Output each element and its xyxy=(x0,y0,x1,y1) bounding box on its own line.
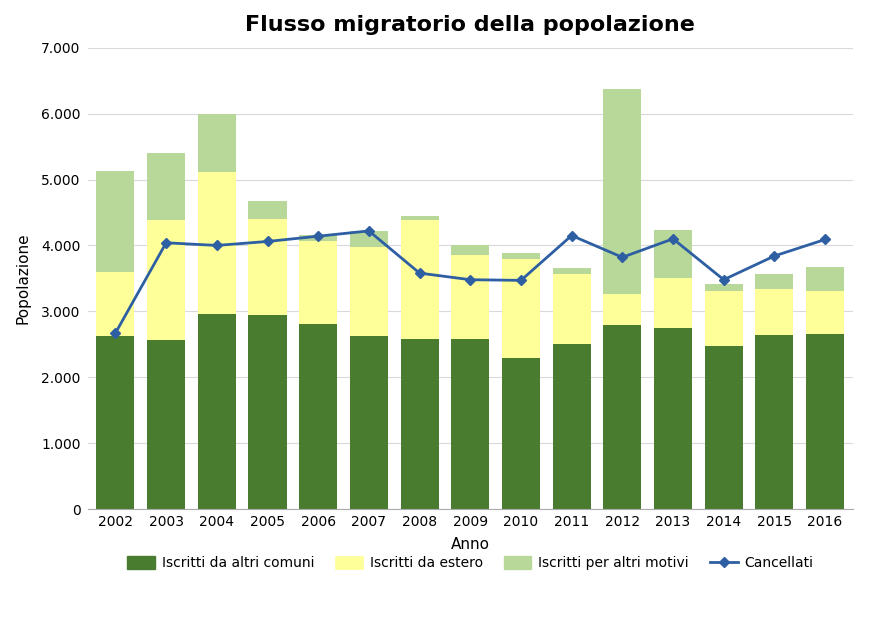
Bar xyxy=(654,278,692,328)
Cancellati xyxy=(262,238,273,246)
Bar xyxy=(806,267,844,291)
Bar xyxy=(502,358,540,509)
Cancellati xyxy=(567,231,577,239)
Bar xyxy=(350,247,388,337)
Bar xyxy=(603,294,641,325)
Bar xyxy=(755,335,794,509)
Bar xyxy=(603,89,641,294)
X-axis label: Anno: Anno xyxy=(451,537,489,552)
Cancellati xyxy=(516,276,526,284)
Bar xyxy=(248,201,287,219)
Bar xyxy=(248,315,287,509)
Cancellati xyxy=(465,276,475,283)
Cancellati xyxy=(667,235,678,243)
Bar xyxy=(96,272,134,337)
Legend: Iscritti da altri comuni, Iscritti da estero, Iscritti per altri motivi, Cancell: Iscritti da altri comuni, Iscritti da es… xyxy=(121,551,819,576)
Y-axis label: Popolazione: Popolazione xyxy=(15,233,30,324)
Bar xyxy=(654,328,692,509)
Bar xyxy=(401,217,438,221)
Cancellati xyxy=(769,252,780,260)
Cancellati xyxy=(211,242,222,249)
Cancellati xyxy=(617,253,628,261)
Bar xyxy=(553,344,590,509)
Bar xyxy=(198,114,236,172)
Bar xyxy=(806,291,844,335)
Title: Flusso migratorio della popolazione: Flusso migratorio della popolazione xyxy=(246,15,695,35)
Bar xyxy=(96,171,134,272)
Bar xyxy=(401,221,438,339)
Bar xyxy=(603,325,641,509)
Bar xyxy=(350,231,388,247)
Bar xyxy=(452,339,489,509)
Bar xyxy=(502,253,540,258)
Bar xyxy=(755,289,794,335)
Bar xyxy=(806,335,844,509)
Bar xyxy=(198,314,236,509)
Bar xyxy=(147,340,185,509)
Cancellati xyxy=(820,236,831,244)
Bar xyxy=(299,324,337,509)
Cancellati xyxy=(111,329,121,337)
Bar xyxy=(705,346,743,509)
Bar xyxy=(350,337,388,509)
Bar xyxy=(553,274,590,344)
Cancellati xyxy=(718,276,729,283)
Bar xyxy=(654,230,692,278)
Bar xyxy=(705,284,743,291)
Bar xyxy=(401,339,438,509)
Bar xyxy=(147,153,185,221)
Bar xyxy=(248,219,287,315)
Bar xyxy=(705,291,743,346)
Cancellati xyxy=(313,232,324,240)
Bar xyxy=(452,255,489,339)
Bar xyxy=(147,221,185,340)
Cancellati xyxy=(160,239,171,247)
Bar xyxy=(502,258,540,358)
Bar xyxy=(553,268,590,274)
Bar xyxy=(198,172,236,314)
Bar xyxy=(96,337,134,509)
Bar xyxy=(299,235,337,241)
Bar xyxy=(755,274,794,289)
Cancellati xyxy=(364,227,374,235)
Line: Cancellati: Cancellati xyxy=(112,228,829,337)
Bar xyxy=(452,245,489,255)
Bar xyxy=(299,241,337,324)
Cancellati xyxy=(414,269,424,277)
